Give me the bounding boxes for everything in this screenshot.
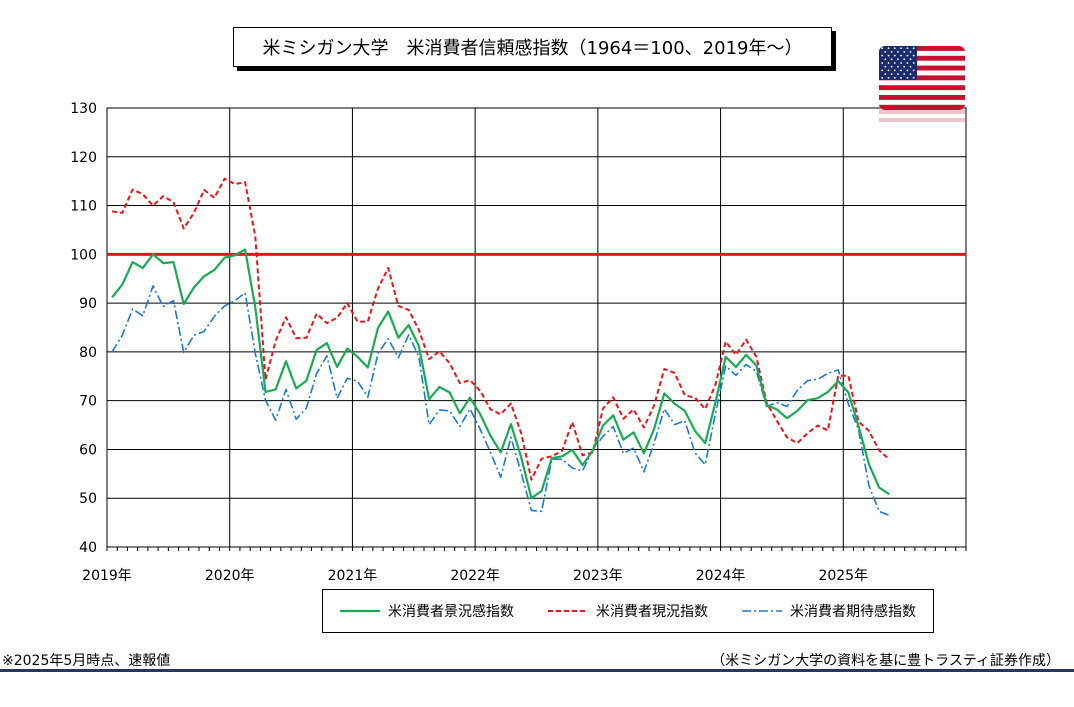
- y-tick-label: 100: [70, 247, 97, 263]
- series-line-expectations: [111, 285, 890, 517]
- y-tick-label: 40: [79, 540, 97, 556]
- y-tick-label: 50: [79, 491, 97, 507]
- us-flag-icon: [879, 46, 965, 110]
- x-tick-label: 2025年: [818, 568, 868, 584]
- legend-label-sentiment: 米消費者景況感指数: [388, 604, 514, 620]
- bottom-divider: [0, 669, 1074, 672]
- legend-item-current: 米消費者現況指数: [548, 601, 708, 621]
- legend-label-expectations: 米消費者期待感指数: [790, 604, 916, 620]
- legend-label-current: 米消費者現況指数: [596, 604, 708, 620]
- x-tick-label: 2021年: [328, 568, 378, 584]
- x-tick-label: 2024年: [696, 568, 746, 584]
- x-tick-label: 2023年: [573, 568, 623, 584]
- series-line-current: [111, 177, 890, 481]
- plot-area-border: [106, 107, 967, 548]
- y-tick-label: 90: [79, 296, 97, 312]
- x-tick-label: 2019年: [82, 568, 132, 584]
- x-tick-label: 2022年: [450, 568, 500, 584]
- chart-title-box: 米ミシガン大学 米消費者信頼感指数（1964＝100、2019年～）: [233, 27, 832, 67]
- source-credit: （米ミシガン大学の資料を基に豊トラスティ証券作成）: [711, 653, 1060, 669]
- legend: 米消費者景況感指数 米消費者現況指数 米消費者期待感指数: [322, 589, 934, 633]
- y-tick-label: 80: [79, 345, 97, 361]
- y-tick-label: 110: [70, 199, 97, 215]
- chart-title: 米ミシガン大学 米消費者信頼感指数（1964＝100、2019年～）: [262, 38, 803, 59]
- flag-reflection: [879, 110, 965, 126]
- y-tick-label: 130: [70, 101, 97, 117]
- footnote: ※2025年5月時点、速報値: [2, 653, 171, 669]
- legend-item-expectations: 米消費者期待感指数: [742, 601, 916, 621]
- series-line-sentiment: [111, 248, 890, 500]
- y-tick-label: 120: [70, 150, 97, 166]
- x-tick-label: 2020年: [205, 568, 255, 584]
- y-tick-label: 70: [79, 394, 97, 410]
- y-tick-label: 60: [79, 442, 97, 458]
- legend-item-sentiment: 米消費者景況感指数: [340, 601, 514, 621]
